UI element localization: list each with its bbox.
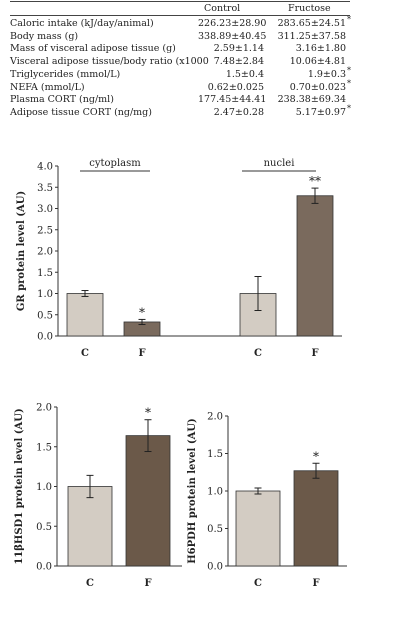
table-row-control: 2.47±0.28 — [213, 106, 264, 118]
table-row-control: 338.89±40.45 — [198, 30, 267, 42]
table-row-control: 2.59±1.14 — [213, 43, 264, 55]
y-tick-label: 0.0 — [36, 562, 52, 573]
y-tick-label: 3.5 — [37, 183, 53, 194]
table-row-fructose: 283.65±24.51 — [277, 18, 346, 29]
h6pdh-chart: 0.0 0.5 1.0 1.5 2.0 H6PDH protein level (AU) C… — [187, 412, 347, 589]
table-row-label: Body mass (g) — [10, 30, 79, 42]
x-category-label: F — [312, 578, 319, 589]
significance-marker: * — [313, 449, 319, 463]
y-tick-label: 1.5 — [37, 268, 53, 279]
y-tick-label: 0.0 — [207, 562, 223, 573]
table-row-significance: * — [347, 15, 351, 24]
table-header-fructose: Fructose — [288, 3, 331, 14]
y-tick-label: 0.5 — [37, 310, 53, 321]
significance-marker: * — [139, 305, 145, 319]
y-tick-label: 3.0 — [37, 204, 53, 215]
y-tick-label: 2.5 — [37, 225, 53, 236]
y-axis-label: 11βHSD1 protein level (AU) — [14, 408, 25, 564]
y-tick-label: 1.0 — [37, 289, 53, 300]
table-row-fructose: 1.9±0.3 — [307, 68, 346, 80]
y-tick-label: 2.0 — [37, 247, 53, 258]
group-label: cytoplasm — [89, 158, 141, 169]
x-category-label: F — [144, 578, 151, 589]
table-row-significance: * — [347, 78, 351, 88]
y-tick-label: 1.5 — [36, 442, 52, 453]
x-category-label: C — [254, 348, 262, 359]
table-header-rule — [10, 15, 350, 16]
table-row-significance: * — [347, 65, 351, 75]
bar — [66, 293, 104, 337]
y-tick-label: 0.5 — [36, 522, 52, 533]
y-tick-label: 1.0 — [36, 482, 52, 493]
x-category-label: C — [254, 578, 262, 589]
y-axis-label: H6PDH protein level (AU) — [187, 418, 198, 564]
y-axis-label: GR protein level (AU) — [16, 191, 27, 311]
table-row-significance: * — [347, 103, 351, 113]
gr-chart: 0.0 0.5 1.0 1.5 2.0 2.5 3.0 3.5 4.0 GR protein le… — [16, 158, 342, 359]
x-category-label: F — [138, 348, 145, 359]
table-row-fructose: 311.25±37.58 — [277, 30, 346, 42]
y-tick-label: 2.0 — [207, 412, 223, 423]
table-row-control: 177.45±44.41 — [198, 94, 267, 106]
table-row-label: NEFA (mmol/L) — [10, 81, 85, 93]
table-top-rule — [10, 1, 350, 2]
x-category-label: F — [311, 348, 318, 359]
y-tick-label: 1.0 — [207, 487, 223, 498]
table-row-label: Triglycerides (mmol/L) — [10, 68, 121, 80]
table-row-fructose: 5.17±0.97 — [295, 106, 346, 118]
bar — [296, 195, 334, 337]
bar — [125, 435, 171, 567]
table-row-control: 226.23±28.90 — [198, 18, 267, 29]
significance-marker: ** — [309, 174, 321, 188]
table-row-fructose: 3.16±1.80 — [295, 43, 346, 55]
y-tick-label: 1.5 — [207, 449, 223, 460]
y-tick-label: 0.0 — [37, 332, 53, 343]
x-category-label: C — [81, 348, 89, 359]
y-tick-label: 2.0 — [36, 403, 52, 414]
y-tick-label: 4.0 — [37, 162, 53, 173]
table-row-fructose: 238.38±69.34 — [277, 94, 346, 106]
table-header-control: Control — [204, 3, 241, 14]
table-row-control: 1.5±0.4 — [225, 68, 264, 80]
data-table: Control Fructose Caloric intake (kJ/day/… — [0, 0, 402, 130]
table-row-label: Adipose tissue CORT (ng/mg) — [10, 106, 152, 118]
table-row-control: 7.48±2.84 — [213, 56, 264, 68]
hsd1-chart: 0.0 0.5 1.0 1.5 2.0 11βHSD1 protein level (AU… — [14, 403, 182, 589]
y-tick-label: 0.5 — [207, 524, 223, 535]
table-row-label: Plasma CORT (ng/ml) — [10, 94, 114, 106]
group-label: nuclei — [264, 158, 295, 169]
bar — [67, 486, 113, 567]
significance-marker: * — [145, 406, 151, 420]
table-row-label: Caloric intake (kJ/day/animal) — [10, 18, 154, 29]
bar — [293, 470, 339, 567]
table-row-control: 0.62±0.025 — [207, 81, 264, 93]
table-row-fructose: 10.06±4.81 — [289, 56, 346, 68]
table-row-fructose: 0.70±0.023 — [289, 81, 346, 93]
table-row-label: Visceral adipose tissue/body ratio (x100… — [10, 56, 209, 68]
x-category-label: C — [86, 578, 94, 589]
table-row-label: Mass of visceral adipose tissue (g) — [10, 43, 176, 55]
bar — [235, 490, 281, 567]
